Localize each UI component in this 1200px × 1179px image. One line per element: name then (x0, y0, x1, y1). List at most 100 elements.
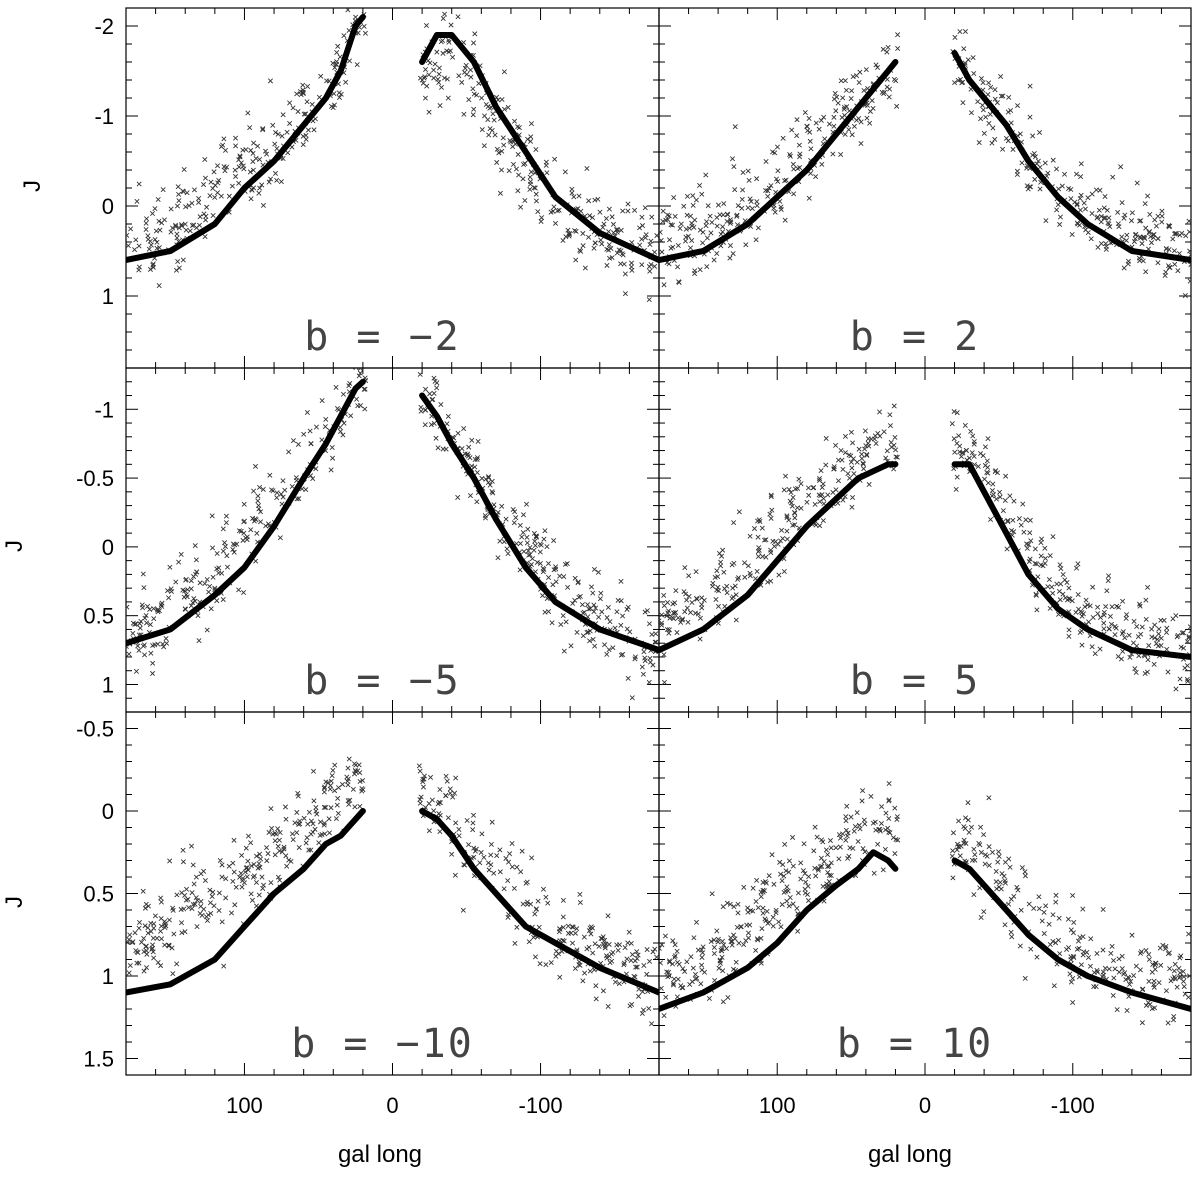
scatter-point (136, 647, 142, 653)
scatter-point (820, 481, 826, 487)
scatter-point (881, 429, 887, 435)
scatter-point (682, 969, 688, 975)
scatter-point (720, 999, 726, 1005)
scatter-point (636, 993, 642, 999)
scatter-point (276, 837, 282, 843)
scatter-point (727, 217, 733, 223)
scatter-point (768, 550, 774, 556)
scatter-point (501, 106, 507, 112)
scatter-point (666, 608, 672, 614)
scatter-point (437, 786, 443, 792)
scatter-point (574, 926, 580, 932)
scatter-point (1104, 207, 1110, 213)
scatter-point (994, 100, 1000, 106)
scatter-point (576, 594, 582, 600)
scatter-point (431, 75, 437, 81)
scatter-point (1171, 1013, 1177, 1019)
scatter-point (672, 953, 678, 959)
scatter-point (805, 128, 811, 134)
scatter-point (741, 942, 747, 948)
scatter-point (770, 923, 776, 929)
scatter-point (270, 122, 276, 128)
scatter-point (423, 386, 429, 392)
scatter-point (189, 890, 195, 896)
scatter-point (971, 846, 977, 852)
scatter-point (257, 864, 263, 870)
scatter-point (1080, 906, 1086, 912)
scatter-point (258, 509, 264, 515)
scatter-point (1032, 154, 1038, 160)
scatter-point (1011, 529, 1017, 535)
scatter-point (1035, 574, 1041, 580)
scatter-point (668, 222, 674, 228)
scatter-point (228, 910, 235, 916)
scatter-point (1122, 635, 1128, 641)
scatter-point (313, 466, 319, 472)
scatter-point (819, 863, 825, 869)
scatter-point (544, 170, 550, 176)
scatter-point (814, 834, 820, 840)
scatter-point (684, 193, 690, 199)
scatter-point (647, 241, 653, 248)
scatter-point (440, 15, 446, 22)
scatter-point (681, 203, 687, 209)
scatter-point (500, 135, 506, 141)
scatter-point (1053, 892, 1059, 898)
scatter-point (260, 885, 266, 891)
scatter-point (1006, 901, 1012, 907)
scatter-point (537, 549, 543, 555)
scatter-point (798, 481, 804, 487)
scatter-point (730, 251, 736, 257)
scatter-point (978, 75, 984, 82)
scatter-point (639, 664, 645, 670)
scatter-point (954, 440, 960, 446)
scatter-point (330, 455, 336, 461)
scatter-point (768, 494, 774, 500)
scatter-point (1005, 109, 1011, 115)
scatter-point (155, 197, 161, 203)
scatter-point (621, 962, 627, 968)
scatter-point (256, 892, 262, 898)
scatter-point (804, 499, 810, 505)
scatter-point (438, 84, 445, 90)
scatter-point (1098, 213, 1104, 219)
scatter-point (207, 583, 213, 589)
scatter-point (155, 960, 161, 966)
scatter-point (135, 643, 141, 649)
scatter-point (158, 936, 165, 942)
scatter-point (470, 820, 476, 826)
scatter-point (649, 1021, 655, 1027)
scatter-point (533, 533, 539, 540)
scatter-point (719, 553, 725, 559)
scatter-point (348, 413, 354, 419)
scatter-point (788, 489, 794, 495)
scatter-point (546, 575, 552, 581)
scatter-point (760, 910, 766, 916)
scatter-point (337, 428, 343, 434)
scatter-point (215, 180, 221, 186)
scatter-point (998, 73, 1004, 80)
scatter-point (986, 862, 992, 868)
scatter-point (985, 436, 991, 442)
scatter-point (830, 151, 836, 157)
scatter-point (733, 592, 739, 598)
scatter-point (714, 223, 720, 229)
scatter-point (253, 558, 259, 564)
scatter-point (1131, 973, 1137, 979)
scatter-point (499, 96, 505, 102)
scatter-point (1071, 919, 1077, 925)
scatter-point (1111, 975, 1117, 981)
scatter-point (1085, 602, 1091, 608)
scatter-point (711, 944, 717, 950)
scatter-point (1152, 966, 1158, 972)
scatter-point (844, 803, 850, 809)
scatter-point (1086, 619, 1092, 625)
scatter-point (996, 884, 1002, 890)
scatter-point (843, 814, 849, 820)
scatter-point (303, 111, 309, 117)
scatter-point (130, 939, 136, 945)
scatter-point (1148, 240, 1155, 246)
scatter-point (983, 114, 989, 120)
scatter-point (776, 919, 782, 925)
scatter-point (689, 223, 695, 229)
